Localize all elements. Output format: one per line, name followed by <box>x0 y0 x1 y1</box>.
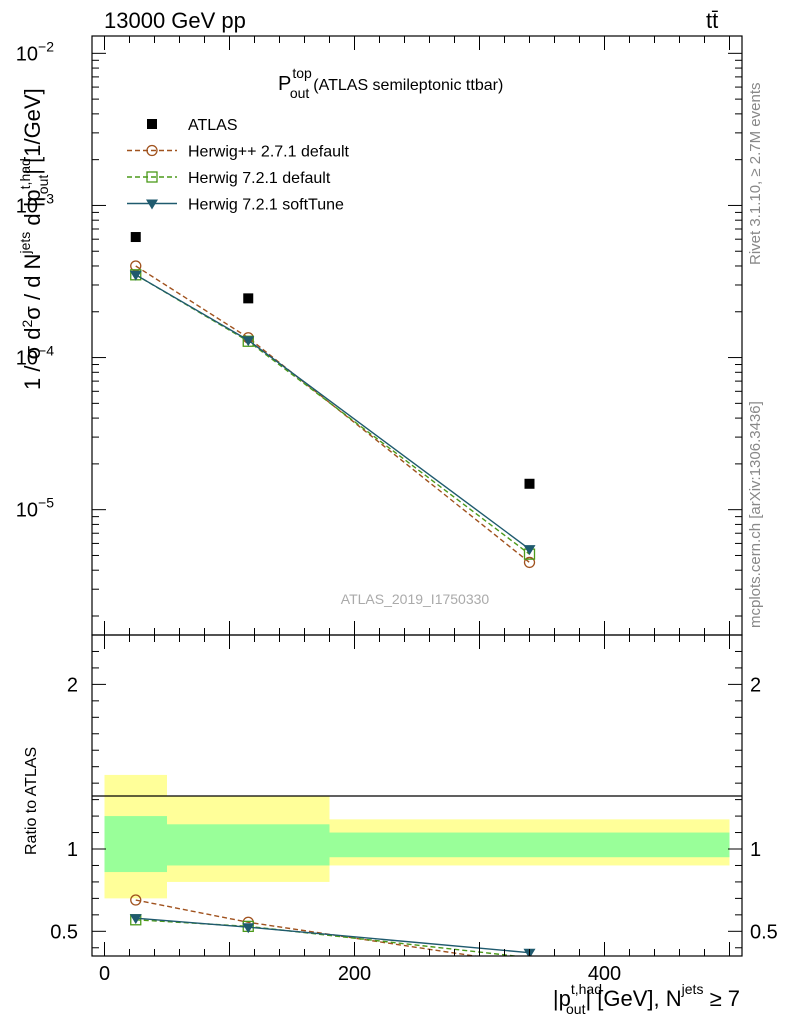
ratio-y-tick-label: 1 <box>67 839 78 861</box>
x-tick-label: 0 <box>99 963 110 985</box>
ratio-y-tick-label-right: 0.5 <box>750 921 778 943</box>
process-label: tt̄ <box>706 8 718 33</box>
main-y-tick-label: 10−2 <box>16 38 54 65</box>
uncertainty-band-inner <box>329 832 730 858</box>
series-3 <box>129 270 536 556</box>
ratio-bands <box>104 774 730 899</box>
data-point <box>523 545 536 556</box>
x-tick-label: 200 <box>338 963 371 985</box>
ratio-plot-frame <box>91 634 743 957</box>
energy-label: 13000 GeV pp <box>104 8 246 33</box>
data-point <box>523 556 536 569</box>
ratio-line <box>135 899 480 956</box>
ratio-y-tick-label: 0.5 <box>50 921 78 943</box>
data-point <box>130 232 141 243</box>
series-0 <box>130 232 535 489</box>
legend-label: Herwig++ 2.7.1 default <box>188 144 350 161</box>
ratio-point <box>242 923 255 934</box>
plot-title: Ptop out (ATLAS semileptonic ttbar) <box>278 65 503 101</box>
main-y-tick-label: 10−3 <box>16 190 54 217</box>
x-tick-label: 400 <box>588 963 621 985</box>
ratio-y-tick-label: 2 <box>67 674 78 696</box>
legend-marker <box>147 119 157 129</box>
mcplots-label: mcplots.cern.ch [arXiv:1306.3436] <box>747 401 764 628</box>
ratio-panel: 0.5 0.5 1 1 2 2 0 200 400 Ratio to ATLAS |pt,had… <box>23 634 778 1017</box>
uncertainty-band-inner <box>167 824 330 866</box>
legend-marker <box>146 171 158 183</box>
ratio-point <box>130 894 142 906</box>
analysis-watermark: ATLAS_2019_I1750330 <box>341 591 490 607</box>
x-axis-label: |pt,had out| [GeV], Njets ≥ 7 <box>553 981 740 1017</box>
ratio-series-0 <box>130 894 480 956</box>
rivet-version-label: Rivet 3.1.10, ≥ 2.7M events <box>747 83 764 266</box>
main-series <box>129 232 536 569</box>
ratio-series <box>129 894 536 956</box>
ratio-line <box>135 917 530 954</box>
ratio-y-axis-label: Ratio to ATLAS <box>23 747 40 855</box>
series-line <box>135 265 530 563</box>
ratio-y-tick-label-right: 1 <box>750 839 761 861</box>
main-y-tick-label: 10−5 <box>16 495 54 522</box>
ratio-point <box>129 914 142 925</box>
ratio-line <box>135 919 522 956</box>
legend-marker <box>146 199 158 210</box>
data-point <box>243 293 254 304</box>
legend-marker <box>146 144 158 157</box>
legend: ATLAS Herwig++ 2.7.1 default Herwig 7.2.1 … <box>127 117 350 214</box>
data-point <box>242 336 255 347</box>
series-line <box>135 274 530 550</box>
series-2 <box>130 269 536 560</box>
legend-label: Herwig 7.2.1 softTune <box>188 197 344 214</box>
uncertainty-band-inner <box>104 816 167 873</box>
ratio-series-1 <box>130 914 522 956</box>
legend-label: ATLAS <box>188 117 238 134</box>
legend-label: Herwig 7.2.1 default <box>188 170 331 187</box>
ratio-ticks: 0.5 0.5 1 1 2 2 0 200 400 <box>50 635 778 985</box>
main-ticks: 10−2 10−3 10−4 10−5 <box>16 36 742 635</box>
data-point <box>524 478 535 489</box>
series-line <box>135 274 530 555</box>
main-y-tick-label: 10−4 <box>16 343 54 370</box>
ratio-series-2 <box>129 914 536 956</box>
main-panel: 10−2 10−3 10−4 10−5 Ptop out (ATLAS semilepto… <box>16 35 743 636</box>
ratio-y-tick-label-right: 2 <box>750 674 761 696</box>
data-point <box>129 270 142 281</box>
